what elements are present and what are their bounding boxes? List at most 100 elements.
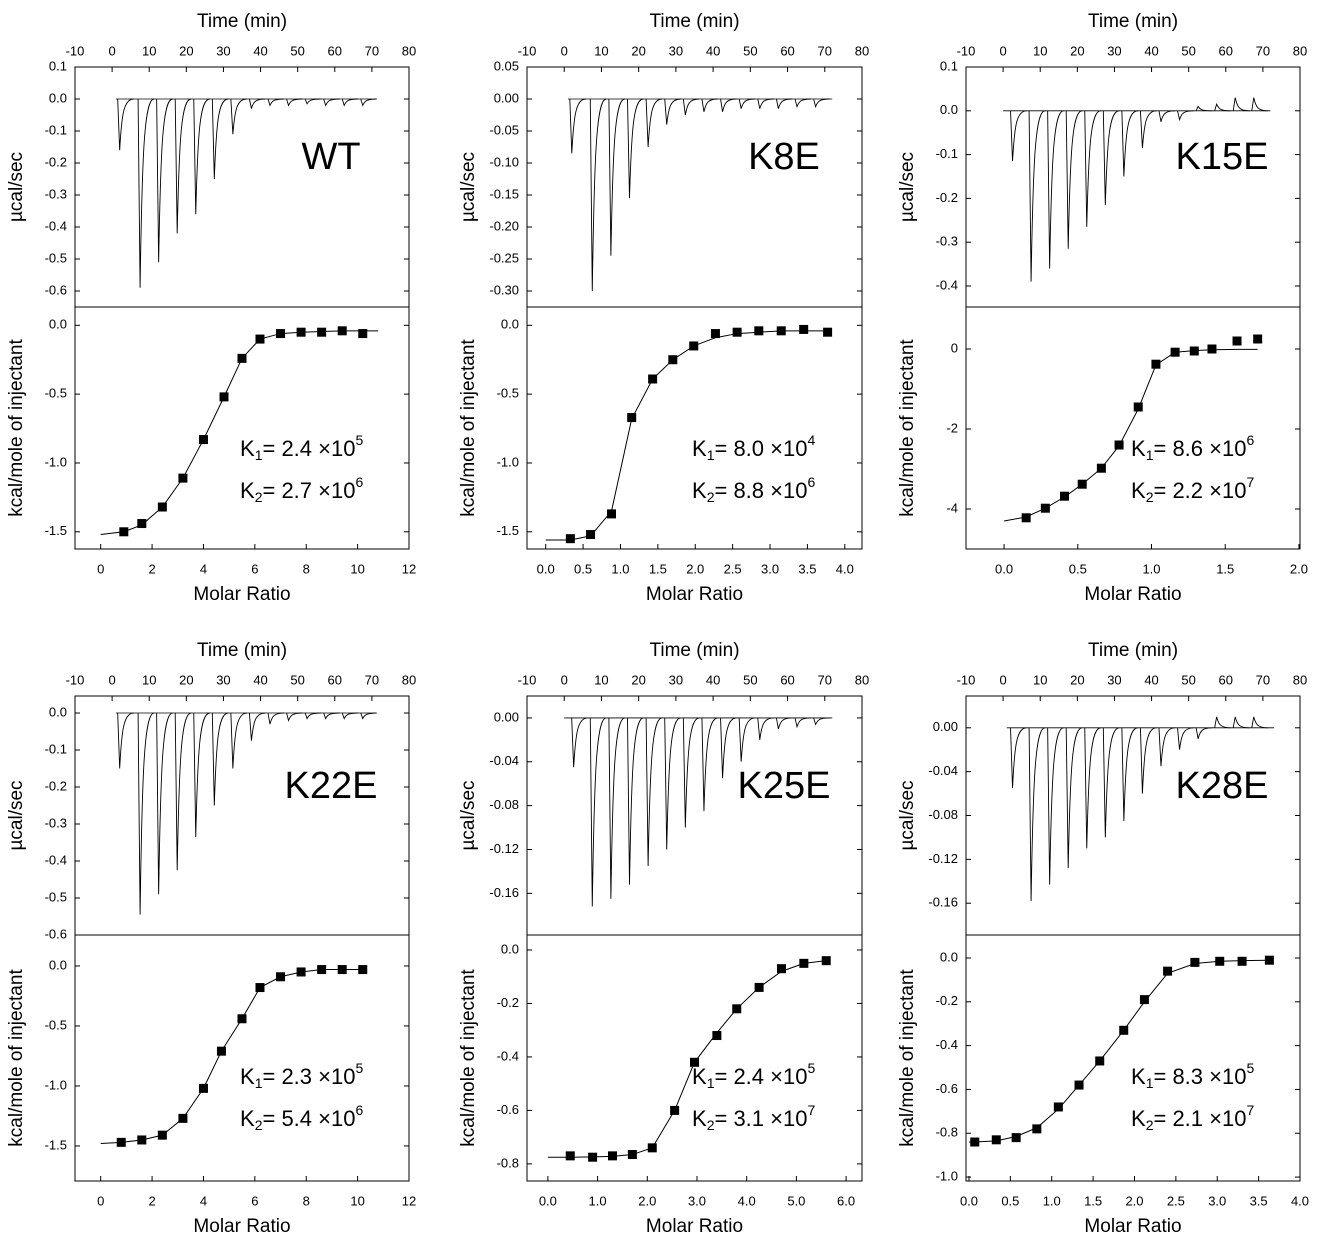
injection-peak [701,717,719,812]
x-tick-label: 10 [142,672,156,687]
y-tick-label: 0.0 [501,941,519,956]
y-tick-label: -0.5 [45,889,67,904]
y-tick-label: -0.04 [928,763,958,778]
data-point [137,1135,147,1145]
y-tick-label: -0.30 [489,282,519,297]
y-tick-label: -0.4 [936,277,958,292]
injection-peak [701,98,718,112]
y-tick-label: -0.4 [497,1048,519,1063]
x-tick-label: 0.0 [539,1193,557,1208]
x-tick-label: 80 [402,43,416,58]
x-tick-label: 70 [365,672,379,687]
data-point [237,1014,247,1024]
data-point [119,527,129,537]
x-tick-label: 0.0 [537,561,555,576]
data-point [627,1150,637,1160]
k-subscript: 2 [707,489,715,505]
x-axis-title: Time (min) [649,11,739,32]
data-point [255,334,265,344]
data-point [970,1137,980,1147]
y-axis-title: kcal/mole of injectant [458,969,479,1147]
injection-peak [117,712,134,769]
x-tick-label: 20 [1070,672,1084,687]
x-tick-label: 30 [216,43,230,58]
y-axis-title: kcal/mole of injectant [458,339,479,517]
data-point [689,341,699,351]
y-tick-label: -1.0 [936,1168,958,1183]
plot-frame [526,66,863,308]
injection-peak [174,712,192,871]
data-point [137,519,147,529]
injection-peak [1065,727,1083,869]
x-tick-label: 3.5 [1250,1193,1268,1208]
data-point [1170,347,1180,357]
data-point [627,413,637,423]
k-exponent: 5 [355,1060,363,1076]
y-tick-label: -1.0 [497,454,519,469]
data-point [1253,334,1263,344]
k-subscript: 1 [707,1075,715,1091]
y-axis-title: µcal/sec [897,780,918,850]
y-tick-label: -0.5 [45,250,67,265]
data-point [1190,957,1200,967]
x-tick-label: 60 [328,672,342,687]
x-tick-label: 1.0 [1043,1193,1061,1208]
data-point [1032,1124,1042,1134]
x-tick-label: 30 [1107,672,1121,687]
injection-peak [137,712,155,915]
y-tick-label: -0.04 [489,753,519,768]
y-tick-label: -0.08 [489,797,519,812]
data-point [1040,503,1050,513]
k-exponent: 6 [807,474,815,490]
k-subscript: 2 [1146,489,1154,505]
k-value: = 2.4 ×10 [714,1064,807,1089]
data-point [317,965,327,975]
x-tick-label: 50 [1181,672,1195,687]
data-point [606,509,616,519]
y-tick-label: -0.2 [936,993,958,1008]
x-tick-label: 8 [303,1193,310,1208]
x-tick-label: 30 [669,43,683,58]
data-point [754,982,764,992]
y-tick-label: -0.2 [45,778,67,793]
y-tick-label: 0.0 [940,949,958,964]
data-point [670,1105,680,1115]
k-subscript: 1 [1146,1075,1154,1091]
injection-peak [230,98,247,135]
x-tick-label: 0 [561,43,568,58]
data-point [1163,966,1173,976]
x-tick-label: -10 [66,672,85,687]
x-tick-label: 2.0 [1125,1193,1143,1208]
x-tick-label: 30 [669,672,683,687]
data-point [690,1057,699,1067]
k-symbol: K [240,1064,255,1089]
injection-peak [1158,727,1176,767]
x-tick-label: 20 [631,43,645,58]
x-tick-label: 80 [402,672,416,687]
data-point [1232,336,1242,346]
x-axis-title: Molar Ratio [193,584,290,605]
data-point [588,1152,598,1162]
x-tick-label: 1.0 [589,1193,607,1208]
data-point [178,1113,188,1123]
plot-frame [526,306,863,550]
data-point [276,329,286,339]
x-tick-label: 1.5 [1084,1193,1102,1208]
injection-peak [608,717,626,899]
y-tick-label: -0.6 [45,926,67,941]
data-point [216,1046,226,1056]
data-point [1060,491,1070,501]
y-tick-label: -0.5 [45,386,67,401]
y-tick-label: 0.1 [940,58,958,73]
data-point [358,329,368,339]
plot-frame [74,306,410,550]
x-tick-label: -10 [518,672,537,687]
injection-peak [267,98,284,107]
data-point [1207,344,1217,354]
x-tick-label: 80 [855,43,869,58]
k-subscript: 1 [255,447,263,463]
data-point [1074,1080,1084,1090]
y-tick-label: -0.4 [936,1037,958,1052]
data-point [1215,956,1225,966]
x-tick-label: 1.0 [1142,561,1160,576]
